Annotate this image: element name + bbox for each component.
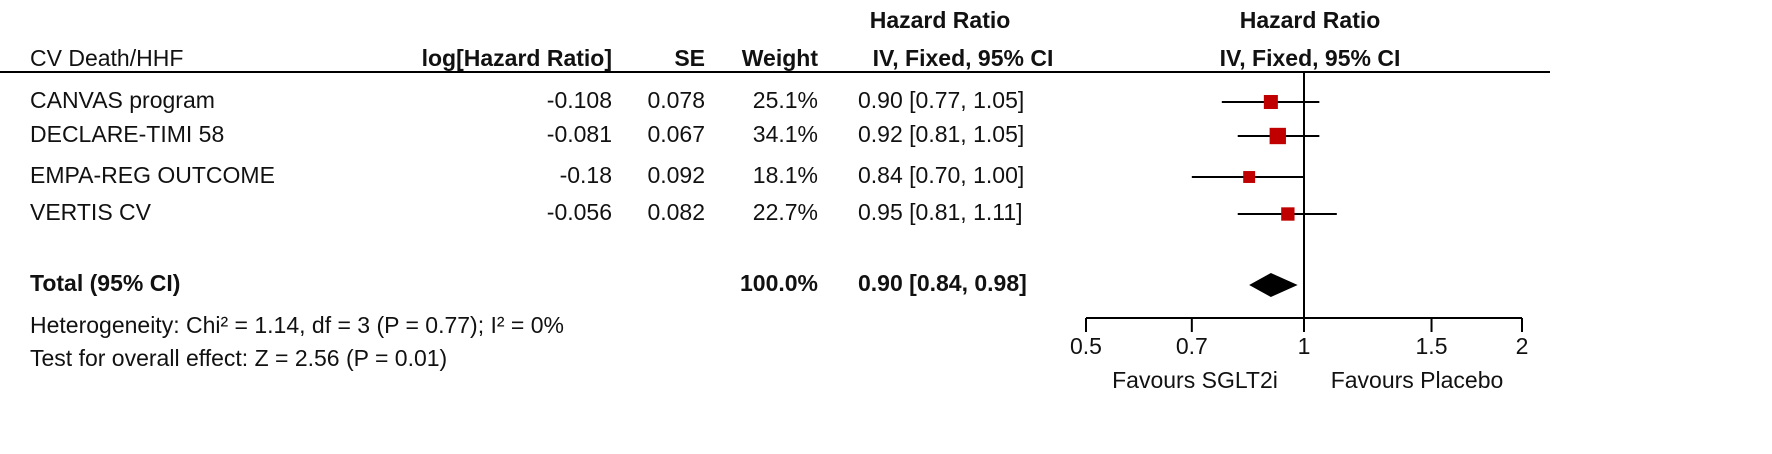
x-tick-label: 2 [1516, 333, 1529, 359]
se: 0.067 [647, 121, 705, 147]
total-diamond [1249, 273, 1298, 297]
log-hr: -0.108 [547, 87, 612, 113]
study-name: DECLARE-TIMI 58 [30, 121, 224, 147]
log-hr: -0.18 [560, 162, 612, 188]
hr-marker [1281, 207, 1295, 221]
footnote: Heterogeneity: Chi² = 1.14, df = 3 (P = … [30, 312, 564, 338]
total-weight: 100.0% [740, 270, 818, 296]
total-name: Total (95% CI) [30, 270, 180, 296]
x-tick-label: 0.5 [1070, 333, 1102, 359]
favours-label: Favours SGLT2i [1112, 367, 1278, 393]
x-tick-label: 0.7 [1176, 333, 1208, 359]
se: 0.092 [647, 162, 705, 188]
column-header: IV, Fixed, 95% CI [873, 45, 1054, 71]
column-header: log[Hazard Ratio] [422, 45, 612, 71]
weight: 18.1% [753, 162, 818, 188]
column-header: CV Death/HHF [30, 45, 183, 71]
total-hr-ci: 0.90 [0.84, 0.98] [858, 270, 1027, 296]
column-header: Hazard Ratio [870, 7, 1011, 33]
se: 0.082 [647, 199, 705, 225]
plot-header: Hazard Ratio [1240, 7, 1381, 33]
hr-ci: 0.84 [0.70, 1.00] [858, 162, 1024, 188]
study-name: EMPA-REG OUTCOME [30, 162, 275, 188]
favours-label: Favours Placebo [1331, 367, 1504, 393]
hr-marker [1243, 171, 1256, 183]
weight: 34.1% [753, 121, 818, 147]
footnote: Test for overall effect: Z = 2.56 (P = 0… [30, 345, 447, 371]
hr-ci: 0.92 [0.81, 1.05] [858, 121, 1024, 147]
hr-marker [1263, 94, 1278, 110]
hr-ci: 0.90 [0.77, 1.05] [858, 87, 1024, 113]
se: 0.078 [647, 87, 705, 113]
column-header: Weight [742, 45, 819, 71]
log-hr: -0.056 [547, 199, 612, 225]
plot-header: IV, Fixed, 95% CI [1220, 45, 1401, 71]
study-name: CANVAS program [30, 87, 215, 113]
hr-marker [1269, 127, 1286, 145]
column-header: SE [674, 45, 705, 71]
log-hr: -0.081 [547, 121, 612, 147]
x-tick-label: 1.5 [1416, 333, 1448, 359]
hr-ci: 0.95 [0.81, 1.11] [858, 199, 1023, 225]
weight: 25.1% [753, 87, 818, 113]
x-tick-label: 1 [1298, 333, 1311, 359]
study-name: VERTIS CV [30, 199, 152, 225]
weight: 22.7% [753, 199, 818, 225]
